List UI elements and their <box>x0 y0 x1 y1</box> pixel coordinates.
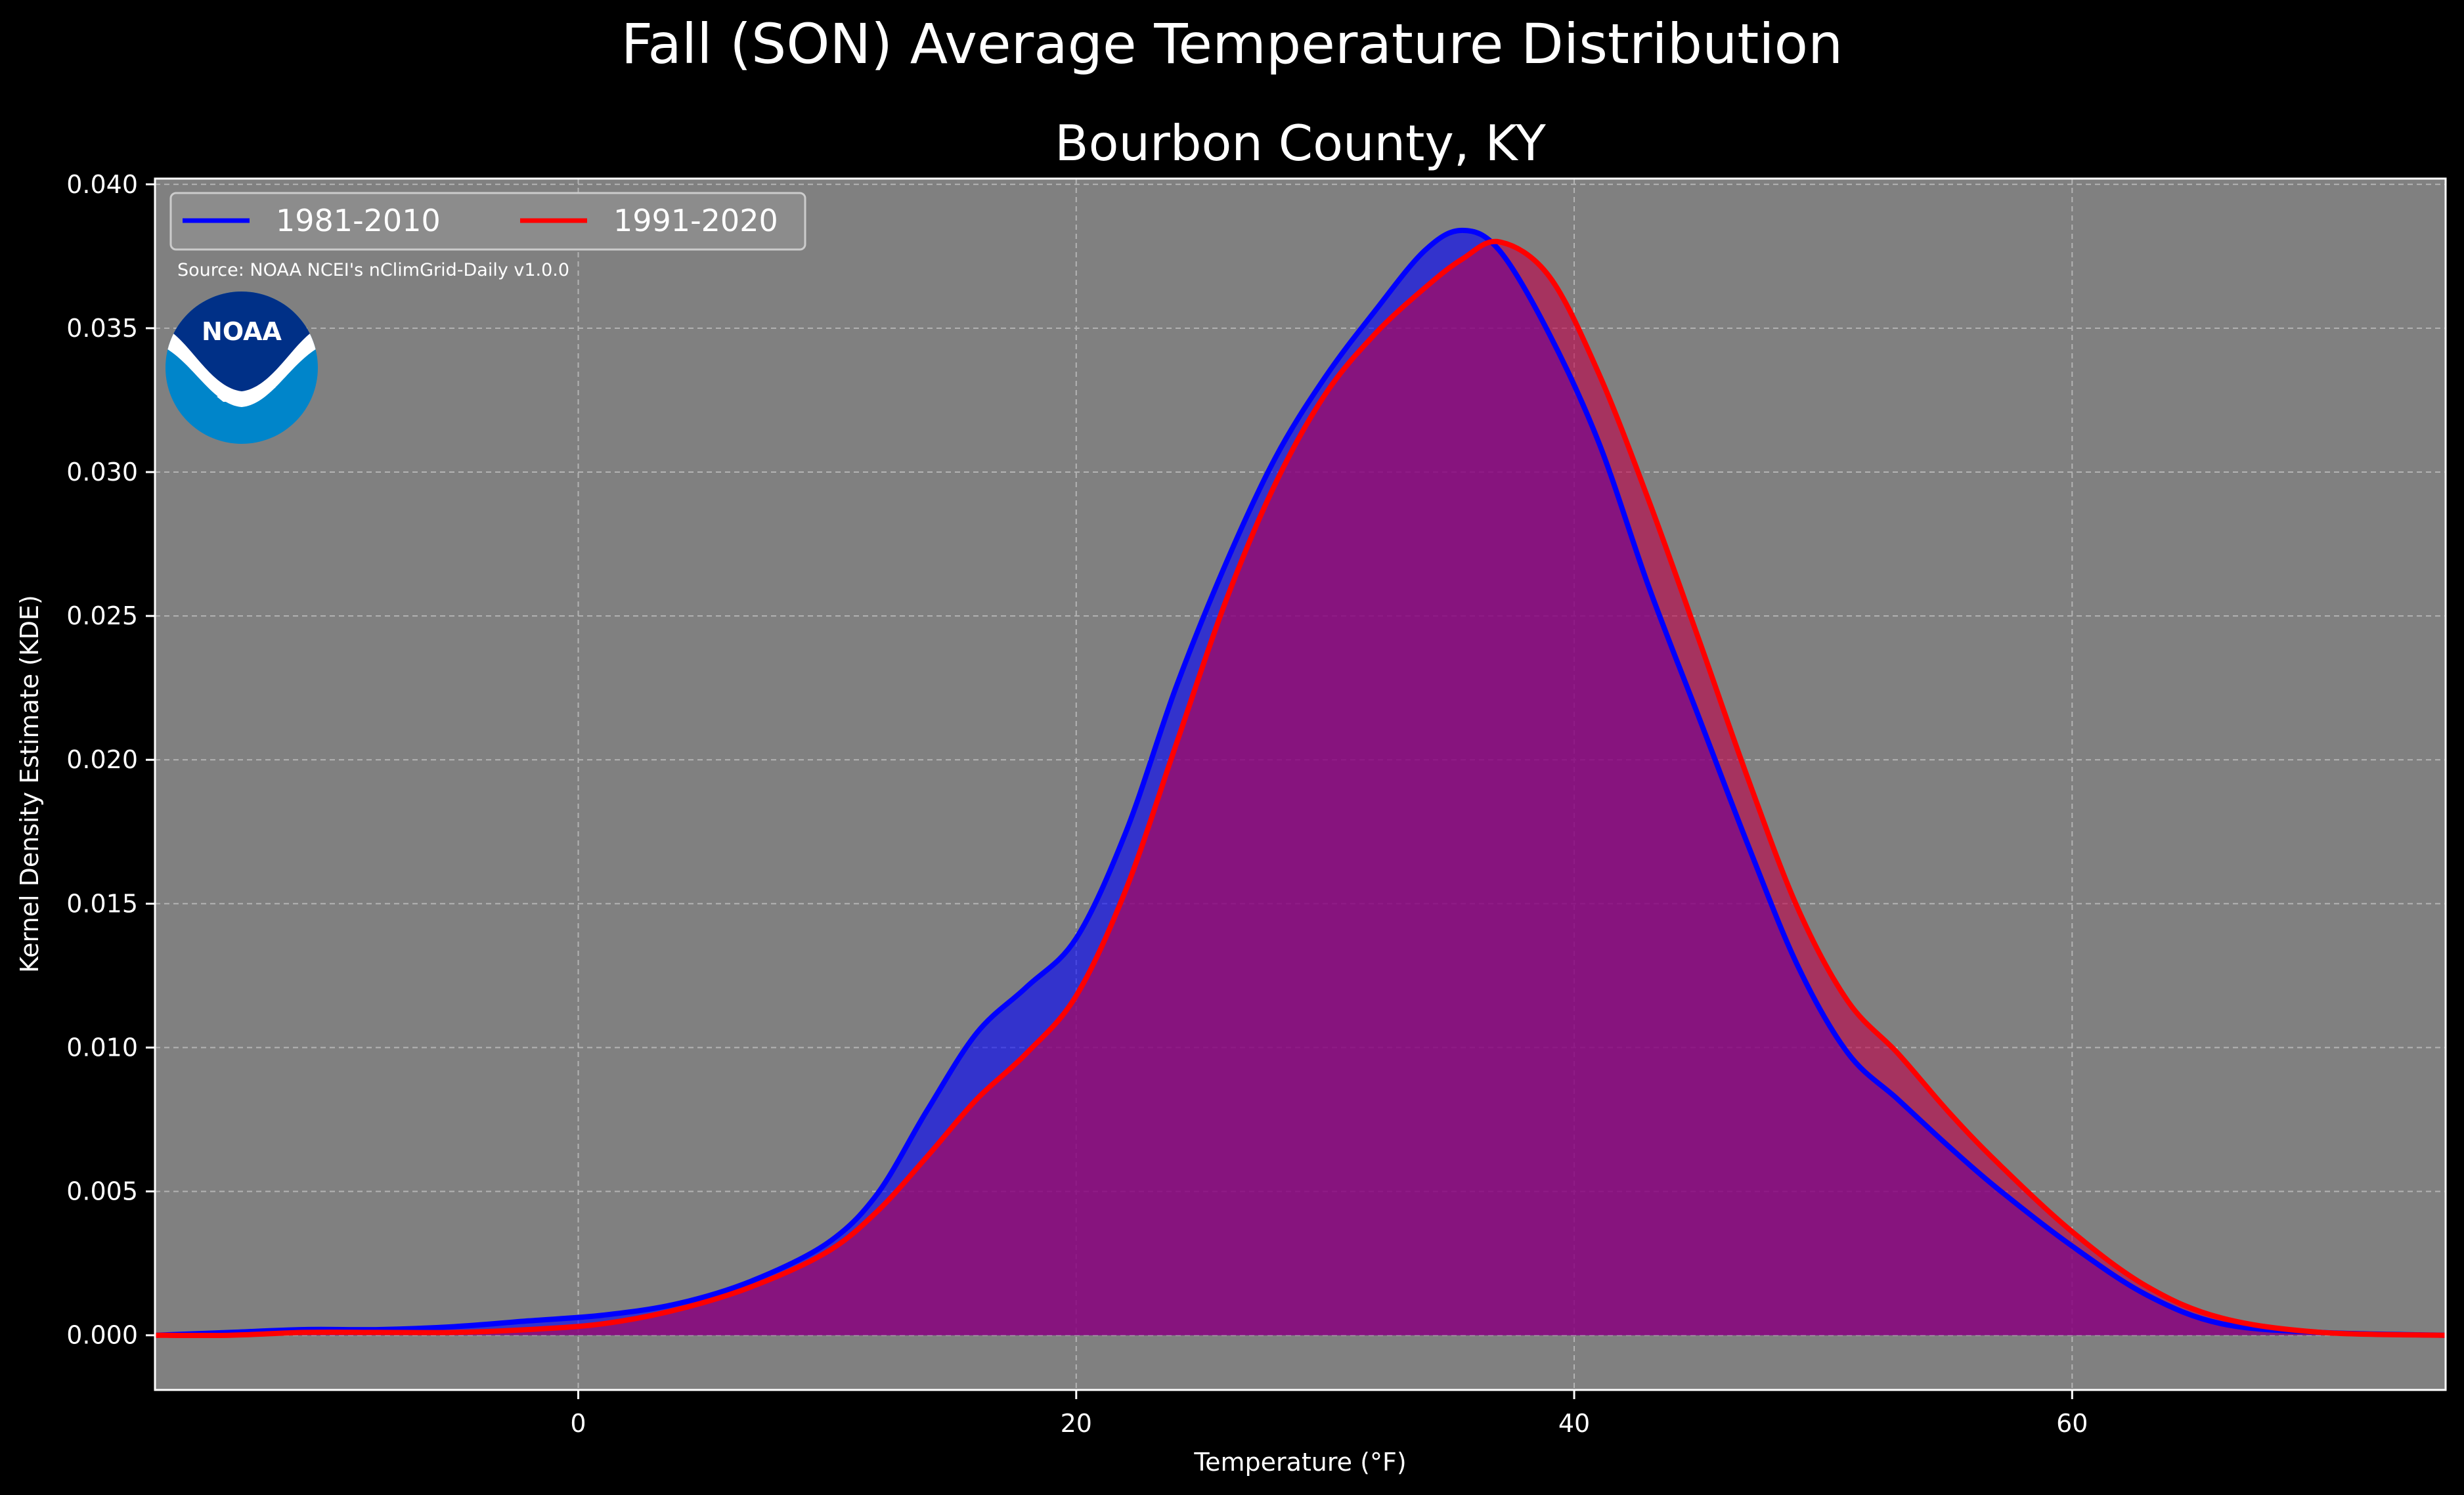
y-tick-label: 0.025 <box>66 601 138 630</box>
x-tick-label: 60 <box>2056 1409 2088 1438</box>
legend-box <box>169 192 806 251</box>
y-axis-label: Kernel Density Estimate (KDE) <box>15 595 44 973</box>
source-note: Source: NOAA NCEI's nClimGrid-Daily v1.0… <box>177 260 569 280</box>
series-line-1991-2020 <box>155 238 2446 1339</box>
noaa-logo-gull-tail <box>217 387 276 402</box>
series-line-1981-2010 <box>155 227 2446 1338</box>
y-tick-label: 0.010 <box>66 1033 138 1062</box>
x-tick-label: 20 <box>1061 1409 1092 1438</box>
grid <box>155 179 2446 1390</box>
chart-title: Bourbon County, KY <box>1055 114 1546 172</box>
legend: 1981-2010 1991-2020 <box>169 192 806 251</box>
area-fill-1991-2020 <box>155 241 2446 1336</box>
y-tick-label: 0.030 <box>66 458 138 487</box>
y-tick-label: 0.035 <box>66 314 138 343</box>
x-axis-label: Temperature (°F) <box>1193 1448 1406 1477</box>
y-tick-label: 0.005 <box>66 1177 138 1206</box>
y-tick-label: 0.015 <box>66 889 138 918</box>
y-ticks: 0.000 0.005 0.010 0.015 0.020 0.025 0.030 0.035… <box>66 170 155 1350</box>
legend-label-1991-2020: 1991-2020 <box>613 203 778 238</box>
x-tick-label: 0 <box>570 1409 586 1438</box>
y-tick-label: 0.040 <box>66 170 138 199</box>
y-tick-label: 0.000 <box>66 1321 138 1350</box>
series-layer <box>155 227 2446 1339</box>
legend-label-1981-2010: 1981-2010 <box>276 203 441 238</box>
y-tick-label: 0.020 <box>66 745 138 774</box>
plot-frame <box>154 177 2447 1391</box>
noaa-logo: NOAA <box>165 292 318 444</box>
noaa-logo-text: NOAA <box>202 317 282 346</box>
x-ticks: 0 20 40 60 <box>570 1390 2088 1438</box>
x-tick-label: 40 <box>1558 1409 1590 1438</box>
chart-suptitle: Fall (SON) Average Temperature Distribut… <box>621 12 1843 76</box>
noaa-logo-gull-wave <box>165 328 318 407</box>
